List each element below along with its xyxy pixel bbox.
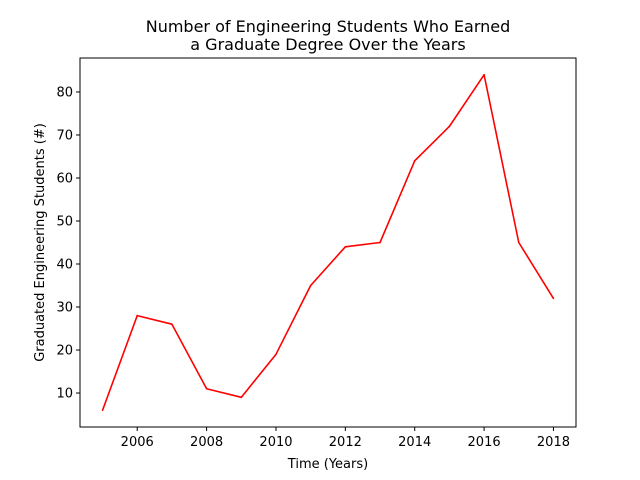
y-tick-label: 80 <box>56 85 73 100</box>
data-point <box>344 246 347 248</box>
chart-title-line-2: a Graduate Degree Over the Years <box>190 35 465 54</box>
y-tick-label: 60 <box>56 171 73 186</box>
plot-frame <box>79 57 577 428</box>
x-tick-label: 2006 <box>121 435 154 450</box>
series-layer <box>101 73 555 412</box>
data-point <box>379 241 381 244</box>
data-point <box>101 409 104 412</box>
x-tick-label: 2008 <box>190 435 223 450</box>
data-point <box>552 297 555 300</box>
data-point <box>483 73 485 76</box>
data-point <box>205 387 208 390</box>
y-tick-label: 70 <box>56 128 73 143</box>
y-tick-label: 10 <box>56 387 73 402</box>
data-point <box>517 241 520 244</box>
y-tick-label: 20 <box>56 344 73 359</box>
x-tick-label: 2016 <box>468 435 501 450</box>
data-point <box>171 323 173 326</box>
y-axis-ticks: 10 20 30 40 50 60 70 80 <box>56 85 80 402</box>
x-tick-label: 2018 <box>537 435 570 450</box>
y-axis-label: Graduated Engineering Students (#) <box>33 123 48 362</box>
chart-title-line-1: Number of Engineering Students Who Earne… <box>146 17 511 36</box>
data-point <box>413 159 416 162</box>
data-point <box>275 353 277 356</box>
x-tick-label: 2014 <box>398 435 431 450</box>
x-axis-label: Time (Years) <box>287 457 368 472</box>
x-tick-label: 2012 <box>329 435 362 450</box>
y-tick-label: 40 <box>56 258 73 273</box>
data-point <box>448 125 451 128</box>
x-tick-label: 2010 <box>259 435 292 450</box>
series-line <box>101 73 555 411</box>
y-tick-label: 50 <box>56 214 73 229</box>
data-point <box>136 314 139 317</box>
data-point <box>309 284 312 287</box>
x-axis-ticks: 2006 2008 2010 2012 2014 2016 2018 <box>121 427 570 450</box>
data-point <box>240 396 243 399</box>
y-tick-label: 30 <box>56 301 73 316</box>
